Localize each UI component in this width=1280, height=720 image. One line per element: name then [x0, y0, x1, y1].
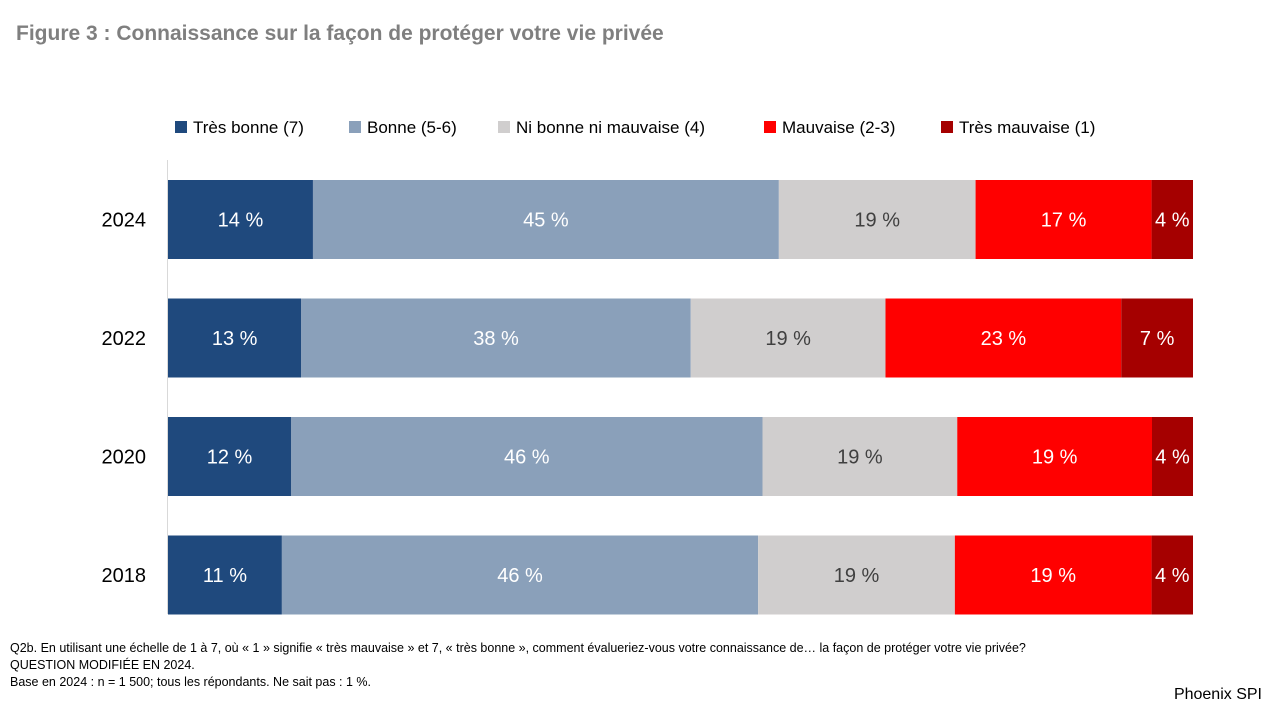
- bar-segment: [1151, 535, 1193, 615]
- legend-label: Très bonne (7): [193, 118, 304, 137]
- data-label: 12 %: [207, 447, 253, 469]
- category-label: 2018: [102, 565, 147, 587]
- data-label: 13 %: [212, 328, 258, 350]
- data-label: 17 %: [1041, 210, 1087, 232]
- bar-segment: [168, 180, 313, 259]
- bar-segment: [301, 298, 691, 378]
- data-label: 19 %: [834, 565, 880, 587]
- legend-swatch: [941, 121, 953, 133]
- data-label: 23 %: [981, 328, 1027, 350]
- bar-segment: [954, 535, 1152, 615]
- footnotes: Q2b. En utilisant une échelle de 1 à 7, …: [10, 640, 1140, 691]
- chart-title: Figure 3 : Connaissance sur la façon de …: [16, 22, 664, 45]
- bar-segment: [975, 180, 1152, 259]
- category-label: 2020: [102, 447, 147, 469]
- legend-swatch: [764, 121, 776, 133]
- bar-segment: [168, 535, 282, 615]
- bar-segment: [690, 298, 886, 378]
- bar-segment: [758, 535, 955, 615]
- legend-label: Ni bonne ni mauvaise (4): [516, 118, 705, 137]
- data-label: 45 %: [523, 210, 569, 232]
- footnote-question: Q2b. En utilisant une échelle de 1 à 7, …: [10, 641, 1026, 655]
- bar-segment: [168, 417, 291, 496]
- data-label: 46 %: [497, 565, 543, 587]
- bar-segment: [312, 180, 779, 259]
- category-label: 2024: [102, 210, 147, 232]
- legend-swatch: [498, 121, 510, 133]
- footnote-modified: QUESTION MODIFIÉE EN 2024.: [10, 658, 195, 672]
- data-label: 19 %: [765, 328, 811, 350]
- bar-segment: [885, 298, 1122, 378]
- bar-segment: [957, 417, 1152, 496]
- data-label: 7 %: [1140, 328, 1175, 350]
- data-label: 4 %: [1155, 210, 1190, 232]
- footnote-base: Base en 2024 : n = 1 500; tous les répon…: [10, 675, 371, 689]
- data-label: 19 %: [1030, 565, 1076, 587]
- data-label: 19 %: [1032, 447, 1078, 469]
- bar-segment: [762, 417, 958, 496]
- legend-swatch: [175, 121, 187, 133]
- bar-segment: [778, 180, 976, 259]
- bar-segment: [1121, 298, 1193, 378]
- legend-label: Mauvaise (2-3): [782, 118, 895, 137]
- data-label: 4 %: [1155, 447, 1190, 469]
- legend-label: Très mauvaise (1): [959, 118, 1095, 137]
- data-label: 38 %: [473, 328, 519, 350]
- bar-segment: [291, 417, 763, 496]
- data-label: 46 %: [504, 447, 550, 469]
- bar-segment: [281, 535, 759, 615]
- bar-segment: [1151, 180, 1193, 259]
- data-label: 11 %: [203, 565, 247, 587]
- bar-segment: [1152, 417, 1193, 496]
- stacked-bar-chart: Très bonne (7) Bonne (5-6) Ni bonne ni mau…: [102, 118, 1193, 615]
- data-label: 19 %: [854, 210, 900, 232]
- brand-logo-text: Phoenix SPI: [1173, 686, 1262, 703]
- data-label: 19 %: [837, 447, 883, 469]
- data-label: 4 %: [1155, 565, 1190, 587]
- data-label: 14 %: [218, 210, 264, 232]
- bar-segment: [168, 298, 302, 378]
- category-label: 2022: [102, 328, 147, 350]
- legend-swatch: [349, 121, 361, 133]
- legend-label: Bonne (5-6): [367, 118, 457, 137]
